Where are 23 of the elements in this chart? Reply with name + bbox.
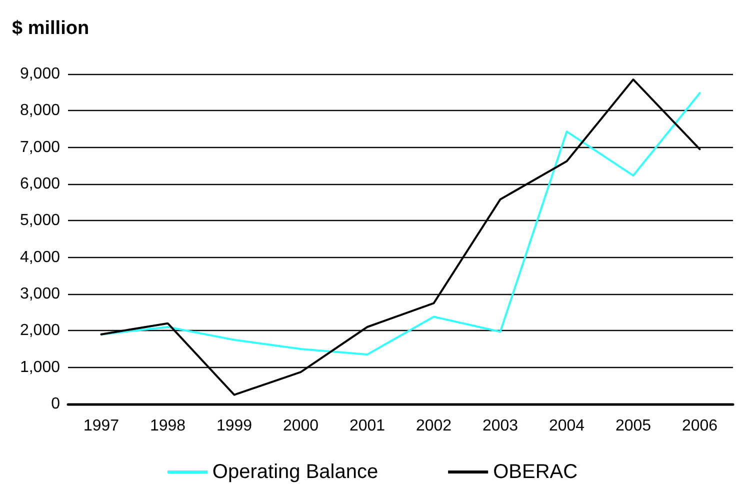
x-tick-label: 2006 — [682, 418, 718, 434]
y-tick-label: 2,000 — [20, 322, 60, 340]
x-tick-label: 2002 — [416, 418, 452, 434]
y-axis-title: $ million — [12, 18, 90, 39]
legend-label: Operating Balance — [212, 461, 378, 483]
x-tick-label: 1999 — [216, 418, 252, 434]
x-tick-label: 1998 — [150, 418, 186, 434]
y-tick-label: 4,000 — [20, 248, 60, 266]
y-tick-label: 8,000 — [20, 102, 60, 120]
y-tick-label: 5,000 — [20, 212, 60, 230]
y-tick-label: 3,000 — [20, 286, 60, 302]
y-tick-label: 6,000 — [20, 176, 60, 192]
x-tick-label: 2000 — [282, 418, 319, 434]
y-tick-label: 9,000 — [20, 66, 60, 82]
y-tick-label: 1,000 — [20, 358, 60, 376]
x-tick-label: 1997 — [83, 418, 120, 434]
x-tick-label: 2003 — [482, 418, 518, 434]
x-tick-label: 2005 — [615, 418, 652, 434]
y-tick-label: 7,000 — [20, 138, 60, 156]
x-tick-label: 2001 — [349, 418, 386, 434]
legend-label: OBERAC — [493, 461, 578, 483]
x-tick-label: 2004 — [548, 418, 585, 434]
y-tick-label: 0 — [51, 396, 60, 412]
